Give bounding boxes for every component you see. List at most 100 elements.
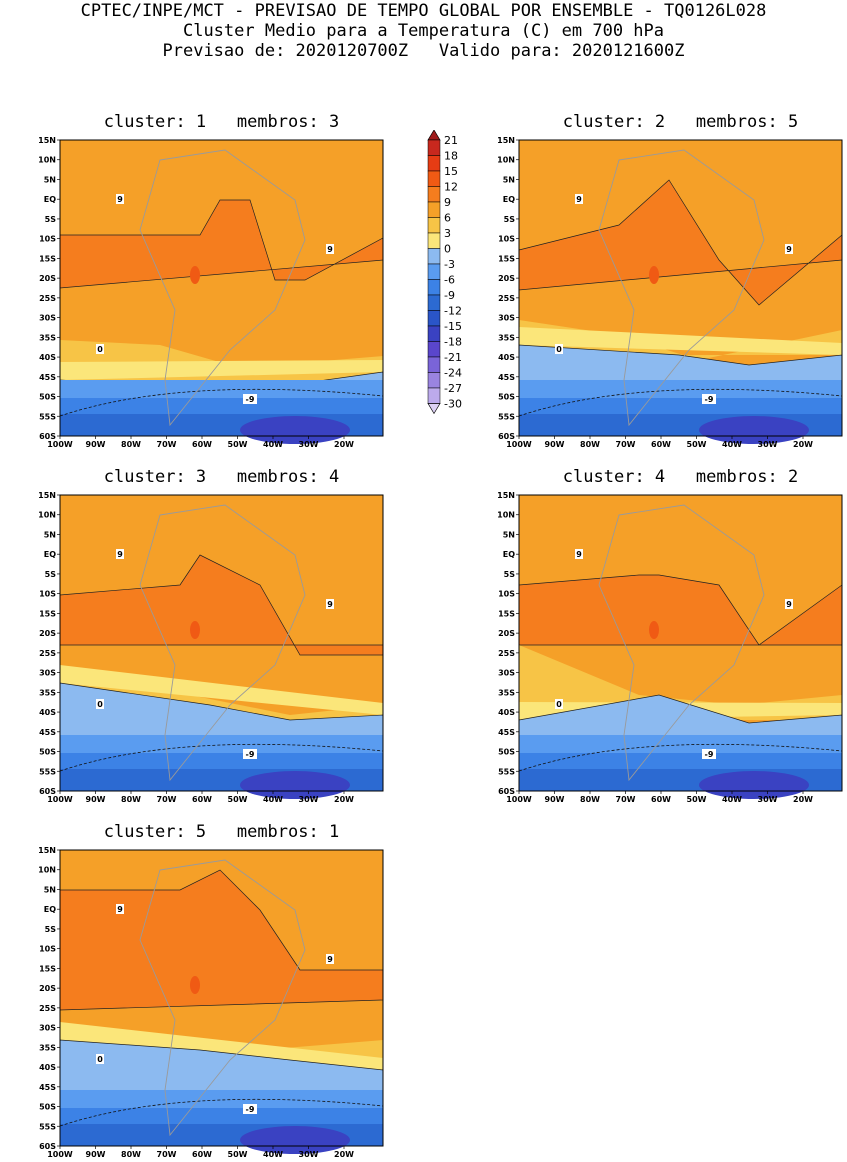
lon-label: 100W bbox=[47, 795, 73, 804]
contour-label-bg bbox=[326, 599, 334, 609]
lon-label: 80W bbox=[121, 440, 141, 449]
lat-label: 30S bbox=[39, 669, 56, 678]
colorbar-label: -30 bbox=[444, 398, 462, 411]
lon-label: 60W bbox=[192, 440, 212, 449]
contour-region-minus-15 bbox=[240, 771, 350, 799]
lon-label: 90W bbox=[545, 440, 565, 449]
lat-label: 10S bbox=[39, 235, 56, 244]
lon-label: 50W bbox=[228, 1150, 248, 1159]
lat-label: 60S bbox=[498, 787, 515, 796]
contour-label: 0 bbox=[97, 345, 103, 354]
panel-2-title: cluster: 2 membros: 5 bbox=[562, 112, 799, 132]
lat-label: 15N bbox=[38, 846, 56, 855]
contour-label: 0 bbox=[556, 345, 562, 354]
colorbar-label: -24 bbox=[444, 367, 462, 380]
colorbar-label: -15 bbox=[444, 320, 462, 333]
colorbar-swatch bbox=[427, 341, 441, 358]
map-frame bbox=[518, 494, 843, 792]
lat-label: 5N bbox=[503, 175, 515, 184]
lat-label: 55S bbox=[498, 767, 515, 776]
map-frame bbox=[59, 849, 384, 1147]
contour-label: 9 bbox=[327, 600, 333, 609]
colorbar-swatch bbox=[427, 248, 441, 265]
lon-label: 50W bbox=[687, 440, 707, 449]
colorbar-label: -6 bbox=[444, 274, 455, 287]
lon-label: 90W bbox=[545, 795, 565, 804]
contour-label-bg bbox=[116, 904, 124, 914]
contour-label-bg bbox=[785, 599, 793, 609]
lon-label: 70W bbox=[616, 795, 636, 804]
colorbar-swatch bbox=[427, 279, 441, 296]
lon-label: 40W bbox=[263, 440, 283, 449]
lat-label: 45S bbox=[39, 373, 56, 382]
contour-label: 0 bbox=[97, 1055, 103, 1064]
lat-label: 45S bbox=[498, 373, 515, 382]
map-panel-3: 15N 10N 5N EQ 5S 10S 15S 20S 25S 30S 35S 40S 45S 50S 5… bbox=[38, 491, 384, 804]
lat-label: 50S bbox=[39, 748, 56, 757]
contour-label: -9 bbox=[705, 395, 714, 404]
contour-label: -9 bbox=[246, 750, 255, 759]
lat-label: 10N bbox=[38, 511, 56, 520]
lat-label: 40S bbox=[498, 708, 515, 717]
lat-label: 30S bbox=[498, 314, 515, 323]
lon-label: 50W bbox=[228, 795, 248, 804]
contour-region-0-3 bbox=[519, 327, 842, 355]
lat-label: 60S bbox=[39, 432, 56, 441]
lon-label: 90W bbox=[86, 795, 106, 804]
lat-label: 5N bbox=[503, 530, 515, 539]
colorbar-label: 6 bbox=[444, 212, 451, 225]
contour-label-bg bbox=[702, 749, 716, 759]
lat-label: EQ bbox=[44, 195, 56, 204]
lon-label: 50W bbox=[228, 440, 248, 449]
contour-label: 9 bbox=[117, 195, 123, 204]
colorbar-label: -12 bbox=[444, 305, 462, 318]
lon-label: 40W bbox=[722, 795, 742, 804]
lon-label: 40W bbox=[263, 1150, 283, 1159]
lat-label: 20S bbox=[498, 629, 515, 638]
lat-label: 15N bbox=[38, 491, 56, 500]
lon-label: 90W bbox=[86, 1150, 106, 1159]
contour-region-minus-15 bbox=[240, 1126, 350, 1154]
lon-label: 50W bbox=[687, 795, 707, 804]
lat-label: 15N bbox=[497, 136, 515, 145]
contour-label: -9 bbox=[246, 1105, 255, 1114]
lon-label: 40W bbox=[263, 795, 283, 804]
colorbar-label: 0 bbox=[444, 243, 451, 256]
contour-label: 9 bbox=[327, 245, 333, 254]
lat-label: 25S bbox=[39, 1004, 56, 1013]
colorbar-swatch bbox=[427, 325, 441, 342]
contour-label: 0 bbox=[97, 700, 103, 709]
colorbar-label: 21 bbox=[444, 134, 458, 147]
contour-label-bg bbox=[243, 1104, 257, 1114]
lat-label: 30S bbox=[498, 669, 515, 678]
panel-5-title: cluster: 5 membros: 1 bbox=[103, 822, 340, 842]
colorbar-label: -21 bbox=[444, 351, 462, 364]
map-panel-4: 15N 10N 5N EQ 5S 10S 15S 20S 25S 30S 35S 40S 45S 50S 5… bbox=[497, 491, 843, 804]
lon-label: 80W bbox=[121, 795, 141, 804]
contour-region-0-3 bbox=[60, 665, 383, 715]
lat-label: 15S bbox=[498, 254, 515, 263]
colorbar-label: 18 bbox=[444, 150, 458, 163]
lon-label: 20W bbox=[334, 1150, 354, 1159]
panel-4-title: cluster: 4 membros: 2 bbox=[562, 467, 799, 487]
lon-label: 20W bbox=[793, 795, 813, 804]
colorbar-swatch bbox=[427, 310, 441, 327]
lat-label: 40S bbox=[498, 353, 515, 362]
lon-label: 60W bbox=[651, 440, 671, 449]
lat-label: 10N bbox=[497, 511, 515, 520]
lon-label: 90W bbox=[86, 440, 106, 449]
lat-label: 25S bbox=[39, 294, 56, 303]
lon-label: 30W bbox=[299, 1150, 319, 1159]
contour-region-minus-15 bbox=[240, 416, 350, 444]
contour-region-9-12 bbox=[59, 869, 384, 1011]
lat-label: 40S bbox=[39, 708, 56, 717]
contour-label: 9 bbox=[576, 195, 582, 204]
lat-label: 35S bbox=[498, 333, 515, 342]
contour-label-bg bbox=[575, 549, 583, 559]
lat-label: 55S bbox=[39, 1122, 56, 1131]
colorbar-swatch bbox=[427, 155, 441, 172]
header-line3: Previsao de: 2020120700Z Valido para: 20… bbox=[162, 41, 685, 61]
lat-label: 10S bbox=[39, 945, 56, 954]
contour-region-9-12 bbox=[59, 554, 384, 656]
lon-label: 100W bbox=[506, 795, 532, 804]
